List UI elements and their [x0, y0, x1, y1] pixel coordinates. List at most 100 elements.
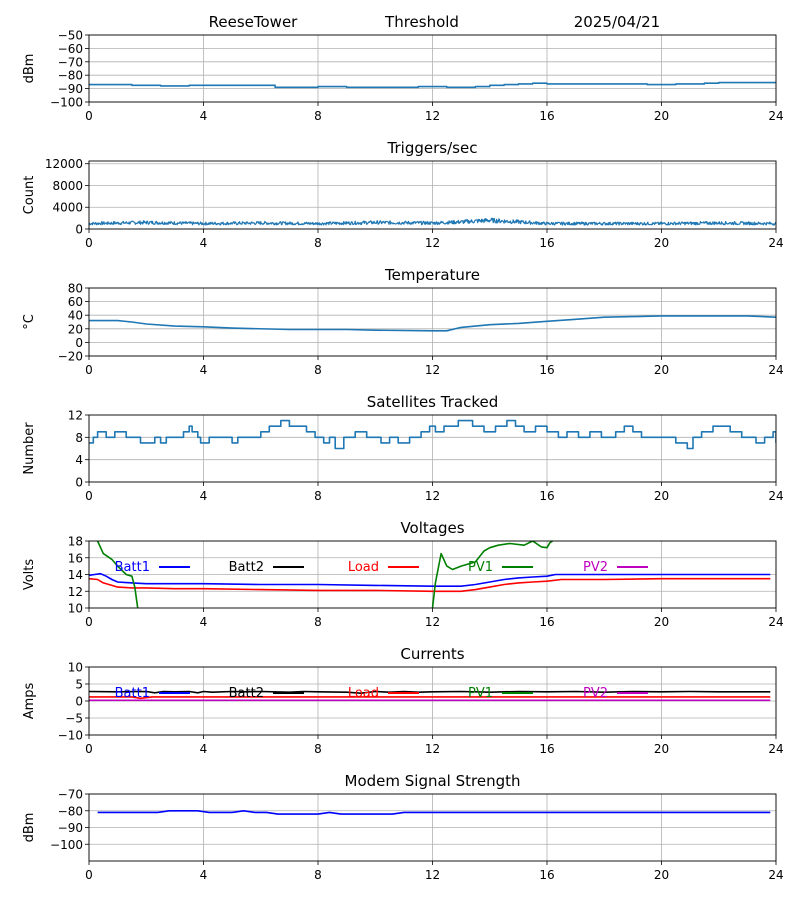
satellites-chart: 0 4 8 12 16 20 24 0 4 8 12 Satellites Tracked Number [22, 393, 784, 503]
y-tick-label: 12 [68, 409, 83, 423]
y-tick-label: −80 [58, 69, 83, 83]
series-group [89, 81, 776, 89]
chart-title: Temperature [384, 266, 480, 284]
pv1-series-line [96, 541, 139, 608]
chart-title: Modem Signal Strength [345, 772, 521, 790]
x-tick-label: 8 [314, 489, 322, 503]
report-date: 2025/04/21 [574, 13, 660, 31]
x-tick-label: 20 [654, 615, 669, 629]
x-tick-label: 16 [539, 868, 554, 882]
x-tick-label: 20 [654, 236, 669, 250]
voltages-chart: 0 4 8 12 16 20 24 10 12 14 16 18 Voltages Volts Batt1 B… [22, 519, 784, 629]
chart-title: Currents [400, 645, 464, 663]
y-tick-label: 5 [75, 678, 83, 692]
y-tick-label: 80 [68, 282, 83, 296]
series-line [89, 315, 776, 332]
x-tick-label: 4 [200, 868, 208, 882]
plot-frame [88, 287, 777, 357]
series-group [89, 217, 776, 226]
pv1-series-line [431, 541, 554, 608]
x-tick-label: 12 [425, 742, 440, 756]
legend-label-pv1: PV1 [468, 560, 493, 575]
y-tick-label: −10 [58, 729, 83, 743]
threshold-chart: 0 4 8 12 16 20 24 −100−90−80−70−60−50 dBm [22, 29, 784, 124]
x-tick-label: 0 [85, 363, 93, 377]
y-tick-label: 18 [68, 535, 83, 549]
x-tick-label: 12 [425, 489, 440, 503]
x-tick-label: 0 [85, 236, 93, 250]
plot-frame [88, 793, 777, 862]
y-tick-label: 40 [68, 309, 83, 323]
x-tick-label: 4 [200, 489, 208, 503]
x-tick-label: 0 [85, 615, 93, 629]
y-tick-label: −100 [50, 96, 83, 110]
y-tick-label: 12 [68, 585, 83, 599]
x-tick-label: 4 [200, 363, 208, 377]
legend-label-pv2: PV2 [583, 686, 608, 701]
y-tick-label: 10 [68, 661, 83, 675]
x-tick-label: 24 [768, 742, 783, 756]
legend-label-load: Load [348, 560, 379, 575]
triggers-chart: 0 4 8 12 16 20 24 0 4000 8000 12000 Triggers/sec Cou… [22, 139, 784, 250]
y-tick-label: 8 [75, 431, 83, 445]
x-tick-label: 20 [654, 742, 669, 756]
batt1-series-line [89, 572, 771, 587]
y-tick-label: −70 [58, 55, 83, 69]
chart-title: Triggers/sec [387, 139, 478, 157]
station-name: ReeseTower [209, 13, 299, 31]
y-axis-label: Number [22, 422, 37, 475]
y-tick-label: 0 [75, 695, 83, 709]
x-tick-label: 20 [654, 868, 669, 882]
y-tick-label: −100 [50, 838, 83, 852]
y-tick-label: 60 [68, 295, 83, 309]
legend-label-batt1: Batt1 [115, 686, 150, 701]
series-group [89, 419, 776, 450]
chart-title: Satellites Tracked [367, 393, 498, 411]
y-tick-label: −90 [58, 82, 83, 96]
y-tick-label: −90 [58, 821, 83, 835]
x-tick-label: 8 [314, 109, 322, 123]
x-tick-label: 4 [200, 109, 208, 123]
x-tick-label: 16 [539, 489, 554, 503]
x-tick-label: 8 [314, 363, 322, 377]
x-tick-label: 16 [539, 363, 554, 377]
x-tick-label: 24 [768, 489, 783, 503]
x-tick-label: 16 [539, 742, 554, 756]
x-tick-label: 12 [425, 868, 440, 882]
x-tick-label: 8 [314, 236, 322, 250]
y-tick-label: −70 [58, 788, 83, 802]
chart-title: Voltages [400, 519, 464, 537]
x-tick-label: 24 [768, 615, 783, 629]
threshold-title: Threshold [384, 13, 459, 31]
x-tick-label: 24 [768, 868, 783, 882]
x-tick-label: 4 [200, 236, 208, 250]
x-tick-label: 24 [768, 363, 783, 377]
y-tick-label: 0 [75, 336, 83, 350]
x-tick-label: 20 [654, 363, 669, 377]
x-tick-label: 16 [539, 615, 554, 629]
y-tick-label: −20 [58, 350, 83, 364]
x-tick-label: 8 [314, 742, 322, 756]
y-axis-label: dBm [22, 813, 37, 843]
y-axis-label: Volts [22, 559, 37, 591]
y-tick-label: −80 [58, 804, 83, 818]
y-tick-label: −5 [65, 712, 83, 726]
x-tick-label: 8 [314, 868, 322, 882]
x-tick-label: 0 [85, 868, 93, 882]
y-tick-label: 20 [68, 322, 83, 336]
currents-chart: 0 4 8 12 16 20 24 −10 −5 0 5 10 Currents Amps Batt1 Bat… [22, 645, 784, 756]
series-group [97, 810, 771, 815]
y-axis-label: Count [22, 176, 37, 215]
load-series-line [89, 696, 771, 700]
y-tick-label: −50 [58, 29, 83, 43]
plot-frame [88, 540, 777, 609]
x-tick-label: 12 [425, 109, 440, 123]
load-series-line [89, 577, 771, 593]
y-tick-label: 4 [75, 453, 83, 467]
legend-label-pv2: PV2 [583, 560, 608, 575]
legend-label-batt1: Batt1 [115, 560, 150, 575]
y-tick-label: 0 [75, 476, 83, 490]
x-tick-label: 20 [654, 109, 669, 123]
